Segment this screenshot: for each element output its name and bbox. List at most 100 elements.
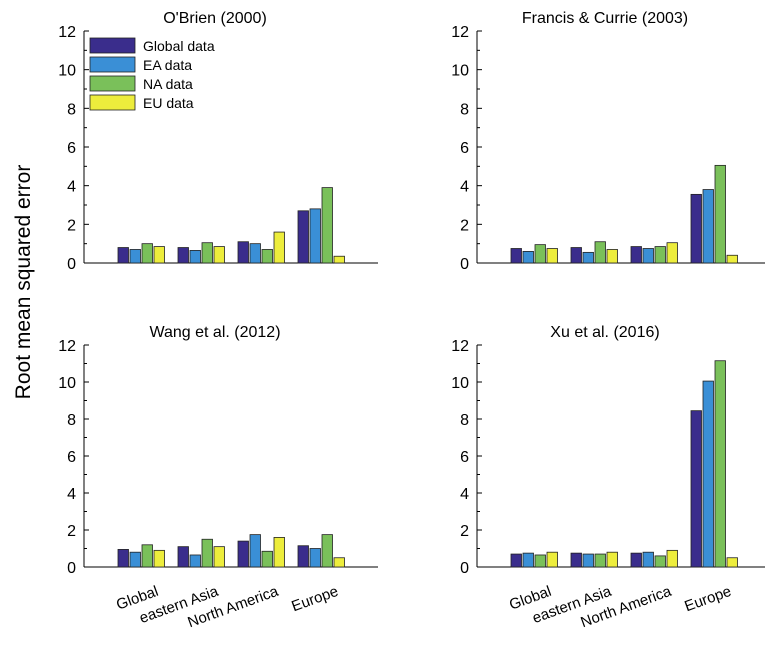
bar	[534, 554, 546, 568]
bar	[726, 557, 738, 568]
y-tick-label: 12	[451, 338, 469, 355]
bar	[309, 548, 321, 568]
bar	[702, 189, 714, 264]
bar	[249, 534, 261, 568]
bar	[189, 554, 201, 568]
bar	[546, 551, 558, 568]
y-tick-label: 4	[67, 486, 76, 503]
bar	[321, 187, 333, 264]
bar	[630, 552, 642, 568]
bar	[189, 250, 201, 264]
y-tick-label: 6	[460, 449, 469, 466]
chart-panel: O'Brien (2000) 0 2 4 6 8 10 12 Global data EA dat…	[58, 10, 378, 273]
bar	[522, 250, 534, 264]
y-tick-label: 0	[67, 256, 76, 273]
y-tick-label: 10	[58, 375, 76, 392]
chart-title: Xu et al. (2016)	[550, 324, 659, 341]
bar	[213, 546, 225, 568]
bar	[666, 242, 678, 264]
bar	[237, 241, 249, 264]
chart-title: Francis & Currie (2003)	[522, 10, 688, 27]
y-tick-label: 6	[460, 140, 469, 157]
bar	[714, 164, 726, 264]
bar	[606, 249, 618, 264]
bar	[690, 410, 702, 568]
legend-swatch	[89, 94, 136, 111]
bar	[642, 248, 654, 264]
bar	[630, 246, 642, 264]
bar	[249, 243, 261, 264]
y-tick-label: 8	[460, 101, 469, 118]
y-tick-label: 10	[58, 63, 76, 80]
bar	[153, 246, 165, 264]
y-tick-label: 10	[451, 375, 469, 392]
bar	[510, 248, 522, 264]
y-tick-label: 6	[67, 449, 76, 466]
bar	[273, 231, 285, 264]
bar	[333, 255, 345, 264]
y-tick-label: 2	[67, 523, 76, 540]
chart-title: O'Brien (2000)	[163, 10, 267, 27]
x-tick-label: Europe	[289, 583, 340, 616]
legend-label: EA data	[143, 57, 192, 73]
bar	[642, 551, 654, 568]
y-axis-label: Root mean squared error	[12, 165, 35, 400]
y-tick-label: 6	[67, 140, 76, 157]
bar	[273, 537, 285, 568]
bar	[594, 553, 606, 568]
legend-swatch	[89, 75, 136, 92]
bar	[261, 550, 273, 568]
bar	[141, 243, 153, 264]
bar	[570, 247, 582, 264]
y-tick-label: 10	[451, 63, 469, 80]
y-tick-label: 8	[460, 412, 469, 429]
bar	[129, 551, 141, 568]
y-tick-label: 12	[58, 338, 76, 355]
x-tick-label: Europe	[682, 583, 733, 616]
bar	[333, 557, 345, 568]
bar	[570, 552, 582, 568]
y-tick-label: 12	[58, 24, 76, 41]
legend-label: NA data	[143, 76, 193, 92]
bar	[546, 248, 558, 264]
y-tick-label: 4	[460, 179, 469, 196]
bar	[117, 247, 129, 264]
bar	[510, 553, 522, 568]
bar	[297, 210, 309, 264]
bar	[654, 246, 666, 264]
bar	[522, 552, 534, 568]
y-tick-label: 8	[67, 101, 76, 118]
bar	[177, 546, 189, 568]
legend-label: EU data	[143, 95, 194, 111]
chart-panel: Wang et al. (2012)024681012Globaleastern…	[58, 324, 378, 631]
bar	[201, 538, 213, 568]
bar	[606, 551, 618, 568]
chart-title: Wang et al. (2012)	[149, 324, 280, 341]
y-tick-label: 2	[67, 217, 76, 234]
legend-label: Global data	[143, 38, 215, 54]
bar	[237, 540, 249, 568]
bar	[309, 208, 321, 264]
y-tick-label: 8	[67, 412, 76, 429]
bar	[534, 244, 546, 264]
bar	[201, 242, 213, 264]
bar	[297, 545, 309, 568]
y-tick-label: 0	[460, 560, 469, 577]
bar	[594, 241, 606, 264]
bar	[153, 549, 165, 568]
y-tick-label: 4	[67, 179, 76, 196]
y-tick-label: 2	[460, 523, 469, 540]
bar	[213, 246, 225, 264]
bar	[141, 544, 153, 568]
y-tick-label: 0	[67, 560, 76, 577]
y-tick-label: 2	[460, 217, 469, 234]
bar	[714, 360, 726, 568]
legend-swatch	[89, 56, 136, 73]
bar	[582, 553, 594, 568]
bar	[702, 380, 714, 568]
bar	[666, 549, 678, 568]
legend-swatch	[89, 37, 136, 54]
bar	[177, 247, 189, 264]
